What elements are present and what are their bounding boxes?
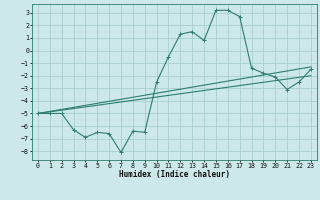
X-axis label: Humidex (Indice chaleur): Humidex (Indice chaleur) bbox=[119, 170, 230, 179]
